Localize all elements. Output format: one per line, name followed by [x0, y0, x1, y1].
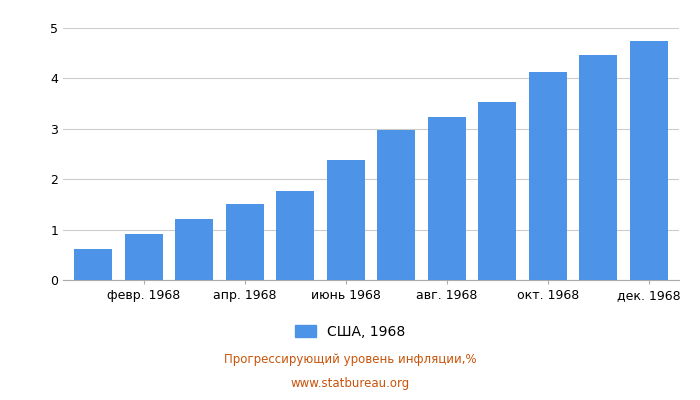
- Text: www.statbureau.org: www.statbureau.org: [290, 378, 410, 390]
- Bar: [428, 117, 466, 280]
- Legend: США, 1968: США, 1968: [289, 319, 411, 344]
- Text: Прогрессирующий уровень инфляции,%: Прогрессирующий уровень инфляции,%: [224, 354, 476, 366]
- Bar: [276, 191, 314, 280]
- Bar: [175, 219, 214, 280]
- Bar: [630, 41, 668, 280]
- Bar: [478, 102, 516, 280]
- Bar: [125, 234, 162, 280]
- Bar: [580, 55, 617, 280]
- Bar: [377, 130, 415, 280]
- Bar: [528, 72, 567, 280]
- Bar: [226, 204, 264, 280]
- Bar: [327, 160, 365, 280]
- Bar: [74, 249, 112, 280]
